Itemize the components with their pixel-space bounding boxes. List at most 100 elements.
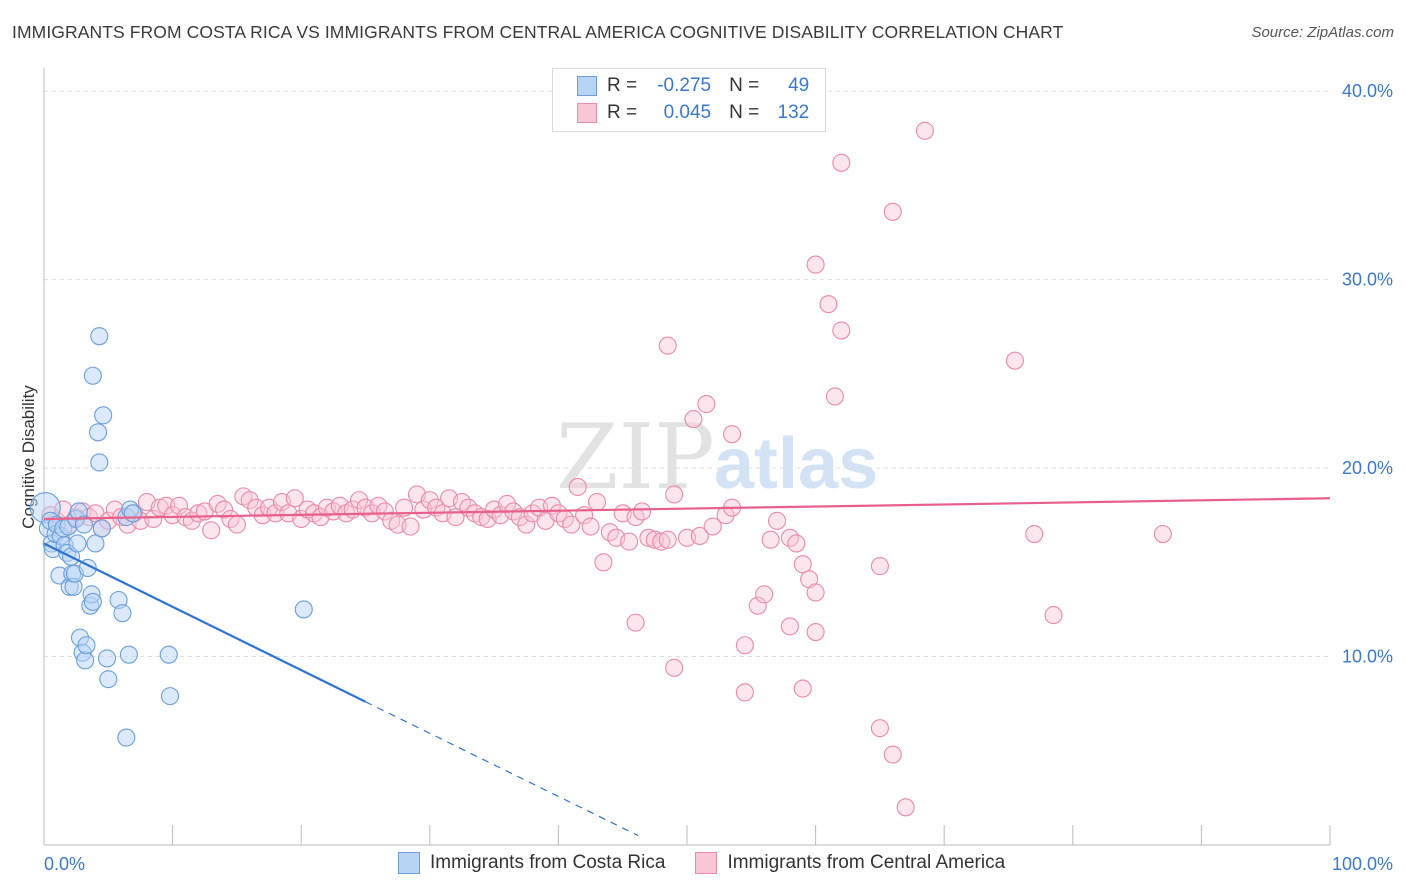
data-point	[767, 511, 787, 530]
chart-title: IMMIGRANTS FROM COSTA RICA VS IMMIGRANTS…	[12, 22, 1064, 42]
r-value: -0.275	[657, 75, 712, 96]
r-value: 0.045	[663, 102, 712, 123]
data-point	[883, 202, 902, 221]
data-point	[761, 530, 780, 549]
y-tick-labels: 10.0% 20.0% 30.0% 40.0%	[1342, 81, 1393, 666]
n-value: 132	[777, 102, 810, 123]
data-point	[748, 596, 767, 615]
data-point	[793, 679, 812, 698]
data-point	[562, 515, 581, 534]
data-point	[735, 636, 754, 655]
data-point	[658, 336, 677, 355]
data-point	[819, 295, 838, 314]
n-label: N =	[729, 102, 760, 123]
data-point	[806, 583, 825, 602]
data-point	[90, 327, 109, 346]
data-point	[160, 687, 180, 706]
data-point	[722, 425, 742, 444]
data-point	[684, 410, 703, 429]
data-point	[652, 532, 671, 551]
y-tick-label: 30.0%	[1342, 270, 1393, 290]
gridlines	[44, 90, 1330, 658]
data-point	[626, 613, 645, 632]
data-point	[703, 517, 722, 536]
data-point	[92, 519, 111, 538]
data-point	[266, 504, 285, 523]
y-axis-label: Cognitive Disability	[19, 385, 38, 529]
axes	[43, 68, 1331, 846]
data-point	[76, 651, 95, 670]
legend-item-central-america[interactable]: Immigrants from Central America	[695, 852, 1005, 874]
data-point	[113, 604, 132, 623]
data-point	[227, 515, 246, 534]
data-point	[825, 387, 844, 406]
data-point	[99, 670, 118, 689]
data-point	[697, 394, 716, 414]
n-value: 49	[788, 75, 810, 96]
y-tick-label: 10.0%	[1342, 647, 1393, 667]
data-point	[119, 645, 138, 664]
x-tick-label: 100.0%	[1332, 854, 1393, 874]
data-point	[77, 636, 96, 655]
data-point	[214, 500, 234, 519]
data-point	[1153, 525, 1172, 544]
data-point	[395, 498, 414, 517]
data-point	[117, 728, 136, 747]
data-point	[240, 491, 259, 510]
data-point	[806, 255, 825, 274]
trend-lines	[43, 497, 1331, 837]
central-america-legend-swatch	[695, 852, 718, 874]
data-point	[1025, 525, 1044, 544]
data-point	[202, 521, 221, 540]
stats-row-costa-rica: R = -0.275 N = 49	[577, 74, 809, 98]
central-america-points	[41, 121, 1172, 817]
data-point	[144, 509, 163, 529]
y-tick-label: 20.0%	[1342, 458, 1393, 478]
data-point	[632, 502, 652, 521]
data-point	[86, 534, 105, 553]
r-label: R =	[607, 75, 638, 96]
x-tick-labels: 0.0% 100.0%	[44, 854, 1393, 874]
data-point	[74, 515, 93, 534]
series-legend: Immigrants from Costa Rica Immigrants fr…	[398, 852, 1035, 874]
data-point	[97, 649, 117, 668]
data-point	[870, 719, 889, 738]
data-point	[793, 555, 812, 574]
data-point	[285, 489, 304, 508]
x-tick-label: 0.0%	[44, 854, 85, 874]
data-point	[169, 496, 189, 515]
data-point	[1044, 606, 1063, 625]
data-point	[581, 517, 600, 536]
data-point	[780, 617, 799, 636]
data-point	[915, 121, 934, 140]
legend-label: Immigrants from Costa Rica	[430, 852, 666, 873]
costa-rica-trend-line	[43, 542, 366, 703]
data-point	[806, 622, 825, 642]
costa-rica-legend-swatch	[398, 852, 420, 874]
data-point	[620, 532, 639, 551]
data-point	[587, 492, 607, 512]
data-point	[350, 491, 369, 510]
data-point	[658, 530, 677, 549]
data-point	[787, 534, 806, 553]
data-point	[83, 592, 102, 611]
data-point	[157, 496, 176, 515]
data-point	[665, 485, 684, 504]
costa-rica-trend-extension	[365, 701, 639, 837]
data-point	[401, 517, 420, 536]
data-point	[1005, 351, 1024, 370]
data-point	[832, 321, 851, 340]
central-america-trend-line	[43, 497, 1331, 521]
legend-label: Immigrants from Central America	[727, 852, 1006, 873]
stats-legend: R = -0.275 N = 49 R = 0.045 N = 132	[552, 68, 826, 132]
n-label: N =	[729, 75, 760, 96]
data-point	[294, 600, 313, 619]
stats-row-central-america: R = 0.045 N = 132	[577, 101, 809, 125]
source-label: Source: ZipAtlas.com	[1251, 24, 1394, 41]
legend-item-costa-rica[interactable]: Immigrants from Costa Rica	[398, 852, 665, 874]
data-point	[716, 506, 735, 525]
data-point	[735, 683, 754, 702]
data-point	[94, 406, 113, 425]
central-america-swatch	[577, 103, 597, 123]
